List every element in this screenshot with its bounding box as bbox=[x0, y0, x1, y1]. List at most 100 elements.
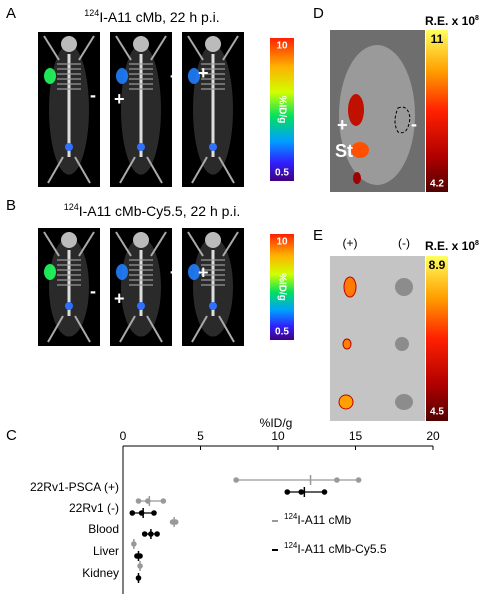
bladder-uptake bbox=[65, 143, 73, 151]
tumor-uptake bbox=[188, 264, 200, 280]
scale-max: 8.9 bbox=[429, 258, 446, 272]
legs bbox=[191, 156, 235, 184]
tumor-uptake bbox=[44, 68, 56, 84]
data-point bbox=[233, 477, 239, 483]
exponent: 8 bbox=[475, 15, 479, 22]
data-point bbox=[284, 489, 291, 495]
data-point bbox=[135, 498, 142, 504]
color-bar bbox=[270, 234, 294, 340]
panel-label: E bbox=[313, 227, 323, 244]
bladder-uptake bbox=[209, 302, 217, 310]
unit: R.E. x 10 bbox=[425, 239, 475, 253]
data-point bbox=[321, 489, 328, 495]
sign: - bbox=[90, 85, 96, 105]
stomach-signal bbox=[351, 142, 369, 158]
color-bar bbox=[426, 256, 448, 421]
x-tick-label: 15 bbox=[349, 429, 363, 443]
x-tick-label: 20 bbox=[426, 429, 440, 443]
x-axis-label: %ID/g bbox=[260, 416, 293, 430]
scale-unit: %ID/g bbox=[276, 273, 287, 301]
color-bar bbox=[426, 30, 448, 192]
data-point bbox=[334, 477, 340, 483]
tumor-signal bbox=[338, 394, 354, 410]
category-label: Liver bbox=[93, 544, 119, 558]
skull bbox=[133, 232, 149, 248]
arms bbox=[43, 35, 95, 61]
control-tissue bbox=[395, 394, 413, 410]
sign: + bbox=[114, 289, 125, 309]
signal bbox=[353, 172, 361, 184]
color-bar bbox=[270, 38, 294, 181]
data-point bbox=[129, 510, 136, 516]
legs bbox=[47, 315, 91, 343]
data-point bbox=[298, 489, 305, 495]
category-label: 22Rv1-PSCA (+) bbox=[30, 480, 119, 494]
data-point bbox=[151, 510, 157, 516]
sign: + bbox=[28, 87, 39, 107]
sign: + bbox=[114, 89, 125, 109]
isotope: 124 bbox=[284, 512, 298, 521]
panel-label: C bbox=[6, 427, 17, 444]
panel-label: A bbox=[6, 5, 16, 22]
sign: + bbox=[198, 63, 209, 83]
scale-max: 10 bbox=[276, 237, 288, 248]
tumor-uptake bbox=[116, 68, 128, 84]
data-point bbox=[355, 477, 362, 483]
series-name: I-A11 cMb-Cy5.5 bbox=[297, 542, 386, 556]
tumor-uptake bbox=[188, 68, 200, 84]
skull bbox=[205, 36, 221, 52]
title-text: I-A11 cMb, 22 h p.i. bbox=[99, 9, 219, 25]
scale-unit: R.E. x 108 bbox=[425, 239, 479, 253]
control-tissue bbox=[395, 337, 409, 351]
column-label: (-) bbox=[398, 236, 410, 250]
skull bbox=[133, 36, 149, 52]
organ-label: St bbox=[335, 141, 353, 161]
arms bbox=[115, 231, 167, 257]
sign: + bbox=[337, 115, 348, 135]
category-label: Blood bbox=[88, 522, 119, 536]
isotope: 124 bbox=[284, 541, 298, 550]
scale-unit: R.E. x 108 bbox=[425, 14, 479, 28]
x-tick-label: 5 bbox=[197, 429, 204, 443]
scale-min: 4.5 bbox=[430, 407, 444, 418]
x-tick-label: 0 bbox=[120, 429, 127, 443]
sign: - bbox=[411, 114, 417, 134]
control-tissue bbox=[395, 278, 413, 296]
legs bbox=[191, 315, 235, 343]
scale-max: 11 bbox=[431, 32, 444, 46]
sign: - bbox=[170, 261, 176, 281]
tumor-signal bbox=[348, 94, 364, 126]
scale-min: 4.2 bbox=[430, 179, 444, 190]
isotope: 124 bbox=[84, 8, 99, 18]
category-label: Kidney bbox=[82, 566, 119, 580]
panel-title: 124I-A11 cMb, 22 h p.i. bbox=[84, 8, 219, 24]
legs bbox=[119, 315, 163, 343]
category-label: 22Rv1 (-) bbox=[69, 501, 119, 515]
scale-min: 0.5 bbox=[275, 168, 289, 179]
sign: - bbox=[90, 281, 96, 301]
legs bbox=[119, 156, 163, 184]
skull bbox=[61, 36, 77, 52]
scale-min: 0.5 bbox=[275, 327, 289, 338]
scale-unit: %ID/g bbox=[276, 96, 287, 124]
bladder-uptake bbox=[137, 143, 145, 151]
data-point bbox=[141, 531, 148, 537]
title-text: I-A11 cMb-Cy5.5, 22 h p.i. bbox=[79, 203, 241, 219]
bladder-uptake bbox=[65, 302, 73, 310]
tumor-uptake bbox=[44, 264, 56, 280]
arms bbox=[43, 231, 95, 257]
bladder-uptake bbox=[137, 302, 145, 310]
arms bbox=[115, 35, 167, 61]
sign: + bbox=[198, 263, 209, 283]
skull bbox=[61, 232, 77, 248]
sign: + bbox=[28, 287, 39, 307]
arms bbox=[187, 231, 239, 257]
panel-label: B bbox=[6, 197, 16, 214]
scale-max: 10 bbox=[276, 41, 288, 52]
sign: - bbox=[258, 283, 264, 303]
skull bbox=[205, 232, 221, 248]
isotope: 124 bbox=[64, 202, 79, 212]
tumor-signal bbox=[343, 276, 357, 298]
panel-label: D bbox=[313, 5, 324, 22]
unit: R.E. x 10 bbox=[425, 14, 475, 28]
